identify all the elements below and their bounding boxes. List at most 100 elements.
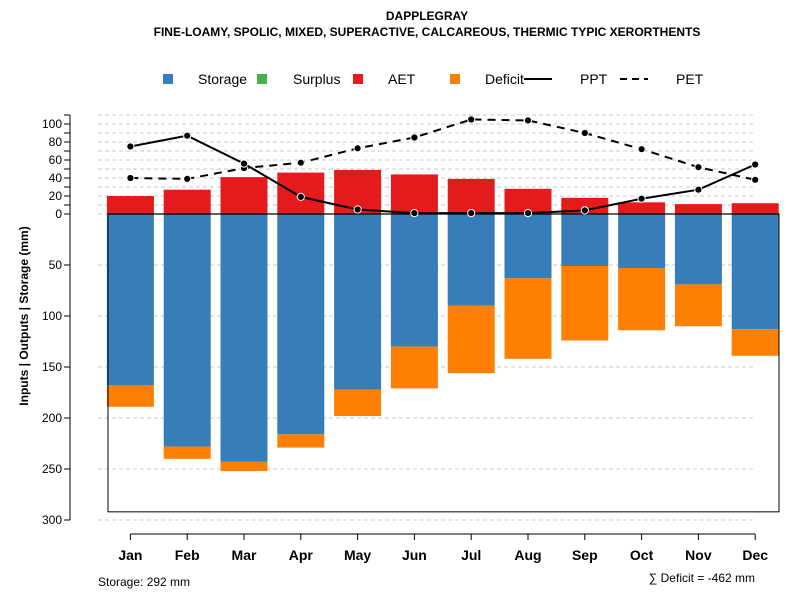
deficit-bar-aug [504,278,552,359]
legend-pet-label: PET [676,71,704,87]
y-tick-label: 60 [49,153,63,167]
aet-bar-jan [106,196,154,214]
aet-bar-feb [163,189,211,214]
y-tick-label: 100 [42,117,62,131]
storage-bar-apr [277,214,325,435]
ppt-point [126,142,135,151]
y-tick-label: 150 [42,360,62,374]
deficit-note: ∑ Deficit = -462 mm [649,571,755,585]
storage-bar-jun [390,214,438,347]
ppt-point [751,160,760,169]
storage-bar-jan [106,214,154,386]
pet-point [580,128,589,138]
ppt-point [523,209,533,218]
ppt-point [637,194,646,203]
legend: Storage Surplus AET Deficit PPT PET [163,71,704,87]
legend-deficit-swatch [450,74,460,84]
x-tick-label-jun: Jun [402,547,427,563]
storage-bar-nov [674,214,722,285]
pet-point [467,115,476,124]
aet-bar-oct [618,202,666,214]
deficit-bar-jan [106,385,154,407]
pet-point [296,158,305,167]
storage-bar-mar [220,214,268,462]
legend-aet-label: AET [388,71,416,87]
deficit-bar-jul [447,305,495,374]
x-tick-label-feb: Feb [175,547,200,563]
deficit-bar-jun [390,346,438,389]
y-tick-label: 100 [42,309,62,323]
y-tick-label: 20 [49,189,63,203]
deficit-bar-apr [277,434,325,448]
x-tick-label-may: May [344,547,371,563]
y-tick-label: 80 [49,135,63,149]
aet-bar-jul [447,178,495,214]
legend-surplus-label: Surplus [293,71,340,87]
x-tick-label-aug: Aug [514,547,541,563]
storage-bar-dec [731,214,779,330]
series-lines [126,115,760,218]
storage-bar-feb [163,214,211,447]
aet-bar-dec [731,203,779,214]
ppt-point [694,185,703,194]
bars [106,169,779,472]
ppt-point [410,209,419,218]
storage-bar-jul [447,214,495,306]
x-tick-label-nov: Nov [685,547,712,563]
y-tick-label: 200 [42,411,62,425]
pet-point [751,175,760,184]
deficit-bar-dec [731,329,779,356]
deficit-bar-oct [618,268,666,331]
x-tick-label-apr: Apr [289,547,314,563]
aet-bar-jun [390,174,438,214]
storage-note: Storage: 292 mm [98,575,190,589]
x-tick-label-jan: Jan [118,547,142,563]
pet-point [353,144,362,153]
x-tick-label-mar: Mar [232,547,257,563]
aet-bar-mar [220,177,268,214]
legend-surplus-swatch [257,74,267,84]
ppt-point [239,159,249,168]
y-tick-label: 300 [42,513,62,527]
aet-bar-nov [674,204,722,214]
x-tick-label-jul: Jul [461,547,481,563]
y-axis-label: Inputs | Outputs | Storage (mm) [17,226,31,405]
storage-bar-oct [618,214,666,269]
pet-point [410,133,419,142]
ppt-point [296,192,305,201]
y-axis: 0 20 40 60 80 100 50 100 150 200 250 300 [42,114,71,527]
y-tick-label: 250 [42,462,62,476]
ppt-line [130,134,756,215]
deficit-bar-mar [220,461,268,472]
ppt-point [467,209,476,218]
deficit-bar-feb [163,446,211,459]
pet-point [126,173,135,183]
x-axis: Jan Feb Mar Apr May Jun Jul Aug Sep Oct Nov Dec [118,533,768,563]
legend-deficit-label: Deficit [485,71,524,87]
legend-ppt-label: PPT [580,71,608,87]
y-tick-label: 40 [49,171,63,185]
deficit-bar-nov [674,284,722,327]
legend-storage-label: Storage [198,71,247,87]
pet-point [183,174,192,183]
chart-title: DAPPLEGRAY [386,9,468,23]
pet-line [130,118,756,181]
legend-storage-swatch [163,74,173,84]
storage-bar-aug [504,214,552,279]
y-tick-label: 0 [55,207,62,221]
ppt-point [353,205,362,214]
chart-subtitle: FINE-LOAMY, SPOLIC, MIXED, SUPERACTIVE, … [154,25,701,39]
pet-point [637,145,646,154]
deficit-bar-may [334,389,382,416]
pet-point [523,116,533,125]
x-tick-label-dec: Dec [742,547,768,563]
x-tick-label-oct: Oct [630,547,654,563]
ppt-point [580,206,589,215]
storage-bar-may [334,214,382,390]
x-tick-label-sep: Sep [572,547,598,563]
ppt-point [183,131,192,140]
aet-bar-sep [561,197,609,214]
storage-bar-sep [561,214,609,267]
legend-aet-swatch [353,74,363,84]
